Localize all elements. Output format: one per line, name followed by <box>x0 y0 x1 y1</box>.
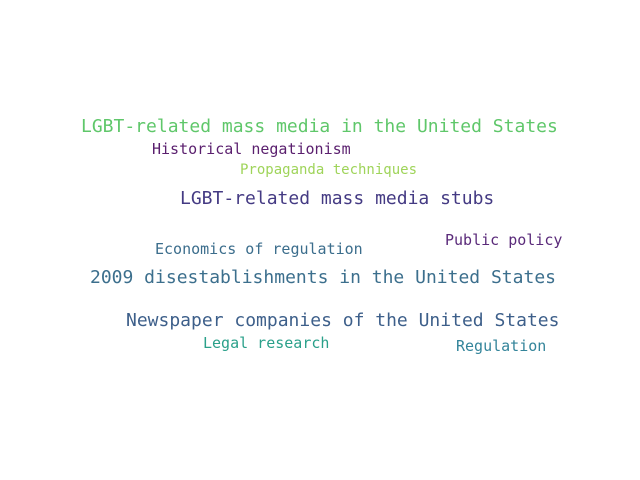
word-public-policy: Public policy <box>445 231 563 249</box>
word-lgbt-mass-media-us: LGBT-related mass media in the United St… <box>81 116 558 137</box>
word-economics-of-regulation: Economics of regulation <box>155 240 363 258</box>
word-legal-research: Legal research <box>203 334 330 352</box>
word-newspaper-companies: Newspaper companies of the United States <box>126 310 560 331</box>
word-propaganda-techniques: Propaganda techniques <box>240 162 418 178</box>
word-regulation: Regulation <box>456 337 547 355</box>
word-historical-negationism: Historical negationism <box>152 140 351 158</box>
word-lgbt-mass-media-stubs: LGBT-related mass media stubs <box>180 188 495 209</box>
word-2009-disestablishments: 2009 disestablishments in the United Sta… <box>90 267 556 288</box>
